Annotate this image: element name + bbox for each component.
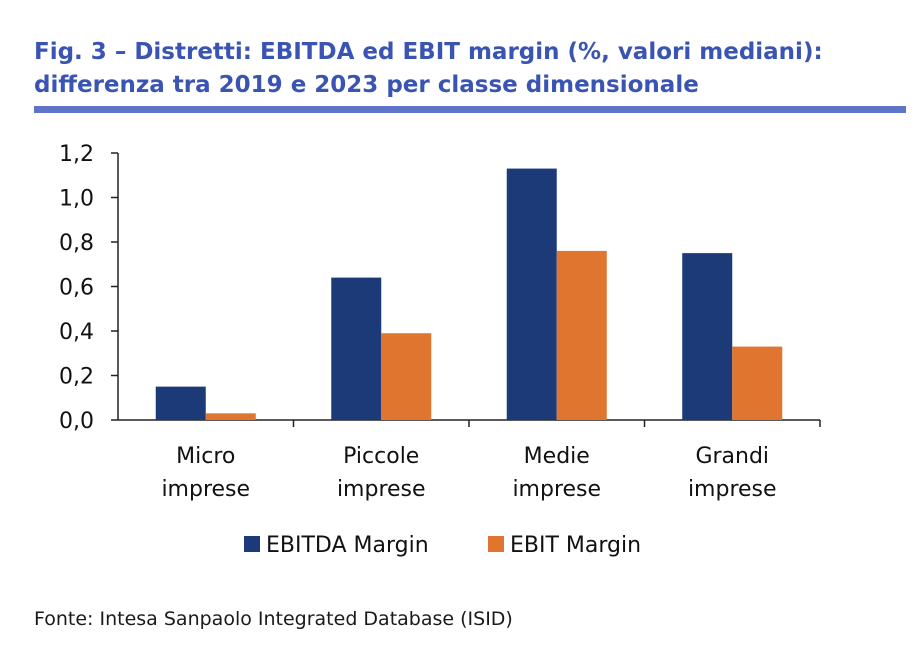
- bar-ebit-margin: [556, 250, 607, 420]
- x-category-label: imprese: [337, 477, 426, 502]
- chart-title-line-2: differenza tra 2019 e 2023 per classe di…: [34, 72, 699, 98]
- chart-title: Fig. 3 – Distretti: EBITDA ed EBIT margi…: [34, 36, 904, 102]
- bar-ebit-margin: [732, 346, 783, 420]
- x-category-label: imprese: [688, 477, 777, 502]
- x-category-label: Piccole: [343, 444, 419, 469]
- x-category-label: Micro: [176, 444, 235, 469]
- y-tick-label: 1,0: [59, 187, 94, 212]
- legend-swatch: [244, 536, 260, 552]
- y-tick-label: 0,2: [59, 365, 94, 390]
- source-note: Fonte: Intesa Sanpaolo Integrated Databa…: [34, 608, 513, 630]
- bar-ebitda-margin: [506, 168, 557, 420]
- x-category-label: imprese: [512, 477, 601, 502]
- bar-ebitda-margin: [155, 386, 206, 420]
- y-tick-label: 0,4: [59, 320, 94, 345]
- y-tick-label: 0,0: [59, 409, 94, 434]
- legend-label: EBITDA Margin: [266, 533, 429, 558]
- bar-ebitda-margin: [331, 277, 382, 420]
- y-tick-label: 1,2: [59, 142, 94, 167]
- bar-ebit-margin: [205, 413, 256, 420]
- y-tick-label: 0,8: [59, 231, 94, 256]
- x-category-label: Medie: [524, 444, 590, 469]
- legend-swatch: [488, 536, 504, 552]
- x-category-label: Grandi: [695, 444, 769, 469]
- x-category-label: imprese: [161, 477, 250, 502]
- chart-title-line-1: Fig. 3 – Distretti: EBITDA ed EBIT margi…: [34, 39, 823, 65]
- y-tick-label: 0,6: [59, 276, 94, 301]
- bar-ebitda-margin: [682, 253, 733, 420]
- bar-ebit-margin: [381, 333, 432, 420]
- title-underline: [34, 106, 906, 113]
- legend-label: EBIT Margin: [510, 533, 641, 558]
